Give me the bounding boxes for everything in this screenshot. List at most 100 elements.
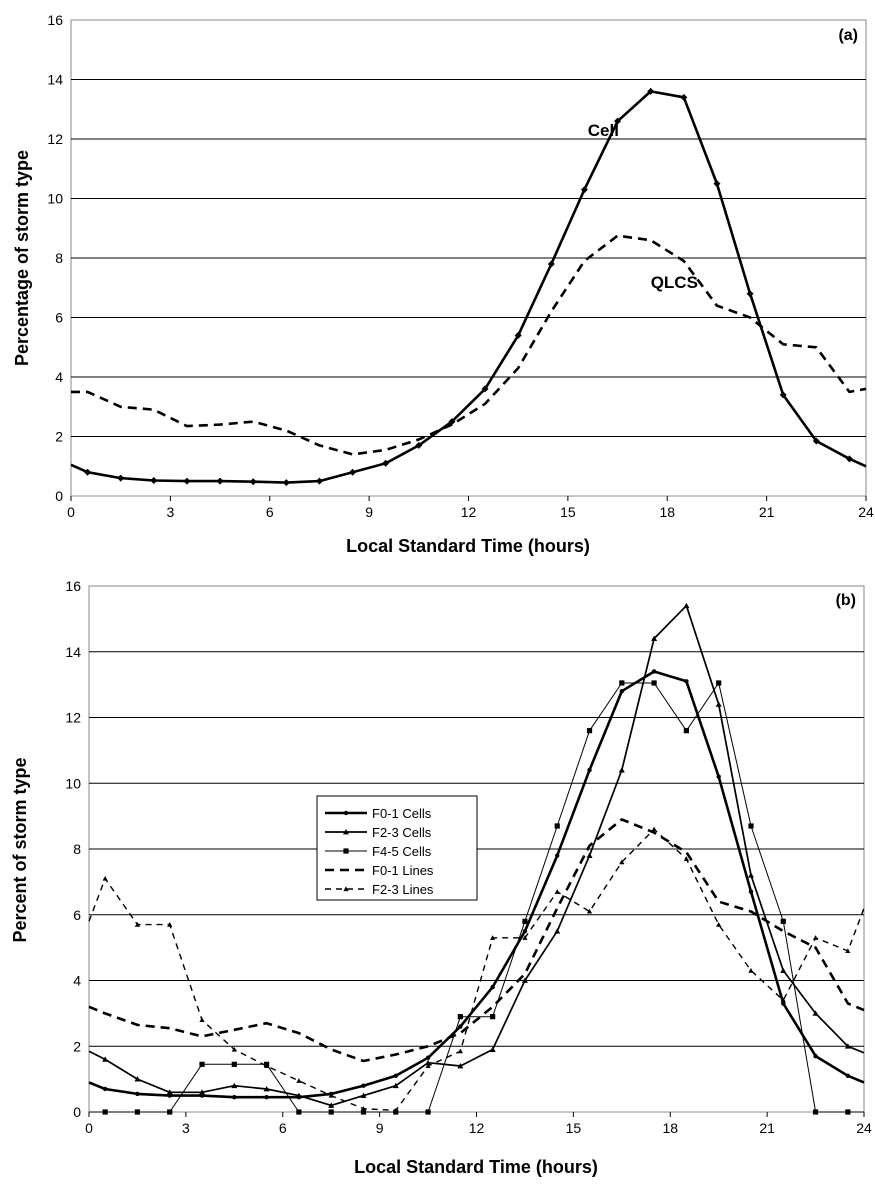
series-f2-3-lines: [88, 826, 865, 1113]
annotation-cell: Cell: [588, 121, 619, 140]
data-point: [547, 260, 555, 268]
x-tick-label: 3: [182, 1120, 190, 1136]
y-tick-label: 10: [65, 775, 81, 791]
data-point: [349, 468, 357, 476]
y-tick-label: 8: [73, 841, 81, 857]
x-tick-label: 18: [659, 504, 675, 520]
data-point: [263, 1085, 270, 1092]
panel-a-x-ticks: 0 3 6 9 12 15 18 21 24: [67, 496, 874, 520]
series-f0-1-lines: [88, 818, 865, 1063]
y-tick-label: 10: [47, 191, 63, 207]
series-line-f4-5-cells: [89, 682, 864, 1113]
data-point: [683, 856, 689, 861]
data-point: [489, 1046, 496, 1052]
data-point: [586, 728, 593, 734]
legend-entry-f2-3-lines: F2-3 Lines: [325, 882, 434, 897]
x-tick-label: 24: [856, 1120, 872, 1136]
data-point: [328, 1102, 335, 1108]
panel-b-series: [88, 602, 865, 1115]
legend-marker: [343, 829, 349, 835]
data-point: [231, 1082, 238, 1089]
data-point: [715, 701, 722, 707]
data-point: [249, 478, 257, 486]
y-tick-label: 16: [65, 578, 81, 594]
y-tick-label: 4: [55, 369, 63, 385]
data-point: [651, 635, 658, 641]
panel-a-x-axis-title: Local Standard Time (hours): [346, 536, 590, 556]
data-point: [199, 1017, 205, 1023]
x-tick-label: 15: [566, 1120, 582, 1136]
data-point: [780, 918, 786, 924]
y-tick-label: 16: [47, 12, 63, 28]
data-point: [382, 459, 390, 467]
data-point: [844, 1043, 851, 1049]
data-point: [586, 852, 593, 858]
y-tick-label: 6: [73, 907, 81, 923]
x-tick-label: 12: [469, 1120, 485, 1136]
data-point: [295, 1092, 302, 1098]
annotation-qlcs: QLCS: [651, 273, 698, 292]
legend-label: F4-5 Cells: [372, 844, 432, 859]
data-point: [780, 997, 786, 1003]
data-point: [415, 441, 423, 449]
series-cell: [70, 87, 867, 487]
data-point: [361, 1083, 366, 1088]
data-point: [490, 984, 495, 990]
data-point: [716, 774, 721, 779]
data-point: [651, 669, 657, 674]
panel-a-series: [70, 87, 867, 487]
x-tick-label: 9: [376, 1120, 384, 1136]
series-line-f0-1-lines: [88, 818, 865, 1063]
data-point: [580, 186, 588, 194]
data-point: [514, 331, 522, 339]
legend-entry-f4-5-cells: F4-5 Cells: [325, 844, 432, 859]
data-point: [812, 1109, 819, 1115]
data-point: [425, 1063, 431, 1069]
series-f2-3-cells: [88, 602, 865, 1108]
data-point: [780, 967, 787, 974]
data-point: [167, 922, 173, 927]
data-point: [199, 1061, 205, 1067]
data-point: [264, 1095, 269, 1100]
x-tick-label: 0: [85, 1120, 93, 1136]
data-point: [448, 418, 456, 426]
data-point: [845, 1109, 851, 1115]
data-point: [102, 875, 108, 881]
data-point: [135, 1091, 140, 1097]
panel-b-y-axis-title: Percent of storm type: [10, 757, 30, 942]
panel-a-y-axis-title: Percentage of storm type: [12, 150, 32, 366]
data-point: [647, 87, 655, 95]
y-tick-label: 0: [73, 1104, 81, 1120]
data-point: [716, 680, 722, 686]
data-point: [183, 477, 191, 485]
data-point: [845, 948, 851, 953]
y-tick-label: 4: [73, 973, 81, 989]
data-point: [554, 823, 560, 829]
data-point: [748, 968, 754, 973]
data-point: [328, 1092, 334, 1098]
x-tick-label: 18: [662, 1120, 678, 1136]
legend-items: F0-1 Cells F2-3 Cells F4-5 Cells F0-1 Lines…: [325, 806, 434, 897]
data-point: [232, 1095, 237, 1100]
data-point: [84, 468, 92, 476]
data-point: [680, 93, 688, 101]
data-point: [619, 859, 625, 865]
legend-entry-f0-1-cells: F0-1 Cells: [325, 806, 432, 821]
data-point: [618, 767, 625, 773]
data-point: [216, 477, 224, 485]
series-line-f0-1-cells: [88, 670, 865, 1099]
series-line-cell: [70, 90, 867, 484]
data-point: [392, 1082, 399, 1089]
data-point: [522, 918, 528, 924]
data-point: [457, 1062, 464, 1069]
data-point: [393, 1107, 399, 1113]
data-point: [586, 908, 593, 914]
x-tick-label: 24: [858, 504, 874, 520]
data-point: [134, 1109, 141, 1115]
data-point: [614, 117, 622, 125]
x-tick-label: 21: [759, 1120, 775, 1136]
panel-b-legend: F0-1 Cells F2-3 Cells F4-5 Cells F0-1 Lines…: [316, 795, 478, 901]
y-tick-label: 12: [47, 131, 63, 147]
panel-a-annotations: Cell QLCS: [588, 121, 698, 292]
y-tick-label: 2: [55, 429, 63, 445]
